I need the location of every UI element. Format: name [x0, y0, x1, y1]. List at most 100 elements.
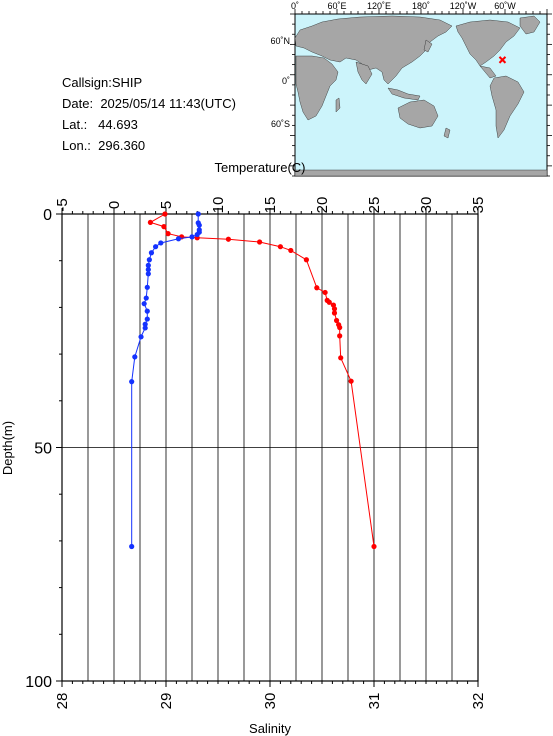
salinity-point — [129, 379, 135, 385]
bottom-axis-label: Salinity — [249, 721, 291, 736]
station-marker-cross — [498, 56, 507, 64]
temperature-point — [331, 306, 338, 312]
map-lon-label: 120˚W — [450, 1, 477, 11]
temperature-line — [149, 213, 375, 547]
top-axis-label: Temperature(C) — [214, 160, 305, 175]
depth-tick-label: 0 — [43, 207, 52, 224]
lat-value: 44.693 — [98, 117, 138, 132]
map-lat-labels: 60˚N 0˚ 60˚S — [270, 36, 290, 129]
salinity-point — [132, 354, 138, 360]
date-label: Date: — [62, 96, 94, 111]
land-australia — [397, 99, 439, 129]
lon-row: Lon.: 296.360 — [62, 135, 236, 156]
temperature-point — [314, 285, 320, 291]
temperature-point — [331, 310, 338, 316]
depth-axis-label: Depth(m) — [0, 421, 15, 475]
temperature-point — [288, 247, 294, 254]
bottom-tick-label: 29 — [158, 693, 175, 710]
temperature-point — [165, 231, 171, 237]
salinity-point — [196, 222, 202, 228]
salinity-point — [146, 257, 152, 263]
salinity-line — [131, 214, 200, 547]
salinity-point — [138, 334, 144, 340]
lat-label: Lat.: — [62, 117, 88, 132]
salinity-point — [189, 234, 195, 240]
map-lon-label: 60˚E — [327, 1, 346, 11]
series-layer — [129, 211, 377, 550]
salinity-point — [153, 244, 159, 250]
map-lat-label: 0˚ — [282, 76, 290, 86]
salinity-point — [145, 262, 151, 268]
land-india — [355, 61, 373, 85]
lon-label: Lon.: — [62, 138, 91, 153]
salinity-point — [145, 266, 151, 273]
map-lon-labels: 0˚ 60˚E 120˚E 180˚ 120˚W 60˚W — [291, 1, 516, 11]
bottom-axis-ticks: 28 29 30 31 32 — [54, 681, 487, 709]
temperature-point — [147, 219, 153, 226]
temperature-point — [162, 211, 168, 217]
salinity-point — [129, 543, 135, 550]
temperature-point — [161, 224, 167, 230]
bottom-tick-label: 31 — [366, 693, 383, 710]
salinity-point — [148, 250, 155, 256]
station-marker — [498, 56, 507, 64]
map-land — [294, 15, 548, 177]
top-tick-label: 10 — [210, 197, 227, 214]
map-lat-label: 60˚N — [270, 36, 290, 46]
map-lon-label: 120˚E — [367, 1, 391, 11]
temperature-point — [371, 543, 377, 550]
temperature-point — [348, 378, 354, 384]
land-africa — [295, 55, 339, 121]
land-indonesia — [387, 87, 421, 101]
callsign-label: Callsign: — [62, 75, 112, 90]
salinity-point — [141, 301, 147, 307]
lat-row: Lat.: 44.693 — [62, 114, 236, 135]
depth-tick-label: 100 — [25, 674, 52, 691]
top-tick-label: 15 — [262, 197, 279, 214]
map-lat-label: 60˚S — [271, 119, 290, 129]
temperature-point — [277, 244, 283, 250]
map-lon-label: 180˚ — [412, 1, 430, 11]
map-lon-label: 0˚ — [291, 1, 299, 11]
callsign-value: SHIP — [111, 75, 143, 90]
salinity-point — [144, 284, 150, 290]
salinity-point — [142, 325, 148, 331]
temperature-point — [337, 333, 343, 339]
top-tick-label: 30 — [418, 197, 435, 214]
temperature-point — [338, 355, 344, 361]
salinity-point — [194, 231, 200, 238]
lon-value: 296.360 — [98, 138, 146, 153]
map-frame-ticks — [290, 9, 552, 177]
map-lon-label: 60˚W — [494, 1, 516, 11]
bottom-tick-label: 30 — [262, 693, 279, 710]
temperature-point — [225, 236, 231, 242]
salinity-point — [175, 236, 182, 242]
land-north-america — [455, 19, 521, 67]
top-tick-label: 5 — [158, 201, 175, 209]
date-row: Date: 2025/05/14 11:43(UTC) — [62, 93, 236, 114]
temperature-point — [337, 324, 343, 331]
salinity-point — [195, 211, 201, 217]
callsign-row: Callsign:SHIP — [62, 72, 236, 93]
chart-grid — [62, 214, 478, 681]
depth-tick-label: 50 — [34, 441, 52, 458]
top-tick-label: 20 — [314, 197, 331, 214]
top-tick-label: 25 — [366, 197, 383, 214]
station-info: Callsign:SHIP Date: 2025/05/14 11:43(UTC… — [62, 72, 236, 156]
salinity-point — [158, 240, 164, 246]
bottom-tick-label: 28 — [54, 693, 71, 710]
top-tick-label: -5 — [54, 198, 71, 211]
land-new-zealand — [443, 127, 451, 139]
land-south-america — [489, 75, 525, 139]
temperature-point — [303, 257, 309, 263]
top-axis-ticks: -5 0 5 10 15 20 25 30 35 — [54, 197, 487, 214]
salinity-point — [145, 271, 151, 277]
top-tick-label: 0 — [106, 201, 123, 209]
salinity-point — [143, 295, 149, 301]
bottom-tick-label: 32 — [470, 693, 487, 710]
land-madagascar — [335, 97, 341, 113]
land-japan — [423, 39, 433, 53]
temperature-point — [326, 299, 332, 305]
date-value: 2025/05/14 11:43(UTC) — [100, 96, 236, 111]
